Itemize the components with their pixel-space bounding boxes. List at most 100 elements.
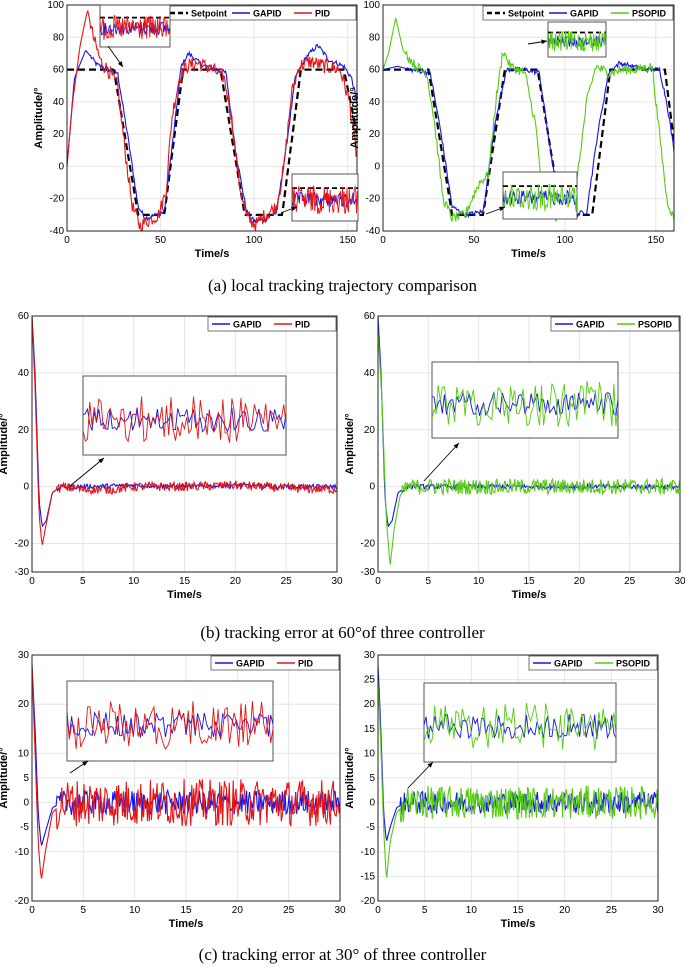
chart-a-left: 0 50 100 150 -40 -20 0 20 40 60 80 100 Time/s Amplitu… <box>33 0 359 260</box>
x-axis-label: Time/s <box>167 589 202 601</box>
series-line-pid <box>67 9 357 231</box>
y-tick-label: -5 <box>366 822 375 833</box>
x-tick-label: 25 <box>283 905 295 916</box>
series-line-setpoint <box>67 68 357 216</box>
zoom-inset <box>502 171 578 220</box>
y-tick-label: 20 <box>18 699 30 710</box>
y-tick-label: 60 <box>369 65 381 76</box>
zoom-series-gapid <box>424 713 616 740</box>
axes-frame <box>66 4 358 232</box>
x-tick-label: 0 <box>375 905 381 916</box>
y-tick-label: 60 <box>18 311 30 322</box>
x-tick-label: 30 <box>652 905 664 916</box>
x-tick-label: 15 <box>512 905 524 916</box>
y-tick-label: 0 <box>369 798 375 809</box>
zoom-inset <box>431 361 619 439</box>
y-tick-label: -20 <box>361 539 376 550</box>
x-tick-label: 5 <box>81 905 87 916</box>
zoom-arrow-head <box>98 458 104 464</box>
y-tick-label: 0 <box>23 798 29 809</box>
caption-a: (a) local tracking trajectory comparison <box>207 276 478 295</box>
legend-label: GAPID <box>554 659 583 669</box>
legend-box <box>210 655 340 671</box>
legend-label: GAPID <box>570 9 599 19</box>
zoom-arrow-head <box>117 61 123 67</box>
y-tick-label: -40 <box>366 226 381 237</box>
y-tick-label: 25 <box>364 675 376 686</box>
y-tick-label: 5 <box>23 773 29 784</box>
zoom-series-gapid <box>83 407 286 433</box>
y-tick-label: -20 <box>366 194 381 205</box>
y-axis-label: Amplitude/° <box>344 747 356 808</box>
legend-label: GAPID <box>233 320 262 330</box>
x-tick-label: 10 <box>466 905 478 916</box>
y-tick-label: 5 <box>369 773 375 784</box>
caption-c: (c) tracking error at 30° of three contr… <box>198 945 487 964</box>
zoom-arrow-head <box>541 39 547 45</box>
y-tick-label: -20 <box>15 896 30 907</box>
zoom-series-psopid <box>503 183 577 212</box>
y-tick-label: 0 <box>369 482 375 493</box>
legend-label: Setpoint <box>191 9 227 19</box>
x-tick-label: 150 <box>647 235 664 246</box>
y-tick-label: -30 <box>361 567 376 578</box>
y-tick-label: -10 <box>361 847 376 858</box>
y-tick-label: -5 <box>20 822 29 833</box>
zoom-arrow <box>423 442 460 482</box>
zoom-inset <box>99 4 171 48</box>
legend-label: PID <box>295 320 311 330</box>
y-tick-label: 30 <box>18 650 30 661</box>
series-line-pid <box>32 664 340 879</box>
x-tick-label: 15 <box>523 576 535 587</box>
x-tick-label: 10 <box>129 905 141 916</box>
y-tick-label: -15 <box>361 871 376 882</box>
y-tick-label: 10 <box>18 748 30 759</box>
x-tick-label: 0 <box>29 576 35 587</box>
x-axis-label: Time/s <box>501 918 536 930</box>
x-tick-label: 50 <box>468 235 480 246</box>
legend-label: GAPID <box>236 659 265 669</box>
x-tick-label: 10 <box>473 576 485 587</box>
legend-box <box>207 316 337 332</box>
legend-box <box>482 5 674 21</box>
y-tick-label: 0 <box>58 161 64 172</box>
x-tick-label: 100 <box>557 235 574 246</box>
x-tick-label: 0 <box>29 905 35 916</box>
x-axis-label: Time/s <box>512 589 547 601</box>
legend-box <box>550 316 680 332</box>
chart-b-right: 0 5 10 15 20 25 30 -30 -20 0 20 40 60 Time/s Amplitude… <box>344 311 685 601</box>
series-line-pid <box>32 316 337 545</box>
x-tick-label: 20 <box>230 576 242 587</box>
y-tick-label: 60 <box>364 311 376 322</box>
zoom-series-psopid <box>424 702 616 751</box>
y-axis-label: Amplitude/° <box>33 87 45 148</box>
y-tick-label: 20 <box>53 129 65 140</box>
x-tick-label: 25 <box>624 576 636 587</box>
zoom-series-gapid <box>100 21 170 36</box>
y-tick-label: -20 <box>15 539 30 550</box>
series-line-psopid <box>383 17 674 222</box>
x-tick-label: 30 <box>674 576 685 587</box>
chart-b-left: 0 5 10 15 20 25 30 -30 -20 0 20 40 60 Time/s Amplitude… <box>0 311 343 601</box>
y-tick-label: 0 <box>23 482 29 493</box>
legend-label: PSOPID <box>632 9 667 19</box>
y-tick-label: 100 <box>47 0 64 11</box>
y-axis-label: Amplitude/° <box>0 413 10 474</box>
x-tick-label: 100 <box>246 235 263 246</box>
y-tick-label: 60 <box>53 65 65 76</box>
y-tick-label: 100 <box>363 0 380 11</box>
x-tick-label: 150 <box>339 235 356 246</box>
x-tick-label: 5 <box>80 576 86 587</box>
x-tick-label: 5 <box>422 905 428 916</box>
x-axis-label: Time/s <box>169 918 204 930</box>
zoom-arrow-head <box>291 206 297 212</box>
y-tick-label: 80 <box>53 32 65 43</box>
x-axis-label: Time/s <box>195 248 230 260</box>
legend-label: PSOPID <box>616 659 651 669</box>
zoom-arrow-head <box>427 762 433 768</box>
y-tick-label: 40 <box>53 97 65 108</box>
zoom-inset <box>82 375 287 456</box>
y-tick-label: 20 <box>364 699 376 710</box>
legend-label: Setpoint <box>508 9 544 19</box>
y-tick-label: 30 <box>364 650 376 661</box>
